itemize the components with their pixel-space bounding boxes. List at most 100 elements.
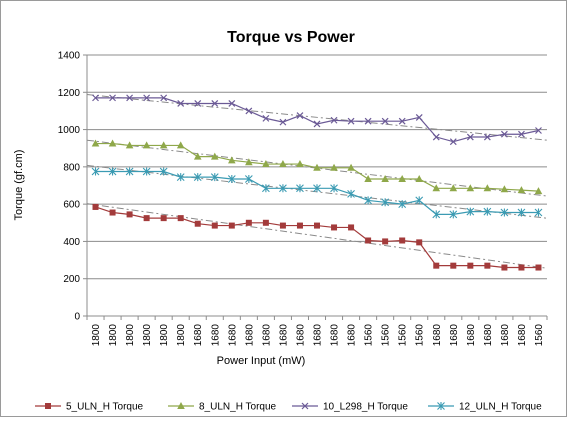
x-tick-label: 1800	[108, 324, 119, 347]
data-point	[177, 402, 185, 409]
data-point	[313, 163, 321, 171]
data-point	[45, 403, 51, 409]
data-point	[211, 100, 219, 107]
data-point	[125, 141, 134, 149]
data-point	[296, 160, 304, 168]
y-tick-label: 1200	[58, 88, 81, 99]
data-point	[193, 152, 202, 160]
data-point	[211, 222, 218, 229]
data-point	[466, 207, 475, 216]
data-point	[279, 222, 286, 229]
data-point	[228, 222, 235, 229]
data-point	[92, 203, 99, 210]
data-point	[364, 196, 372, 205]
data-point	[518, 130, 525, 138]
data-point	[108, 167, 117, 176]
data-point	[432, 133, 440, 141]
data-point	[415, 114, 423, 121]
x-tick-label: 1560	[398, 324, 409, 347]
data-point	[535, 264, 542, 271]
x-tick-label: 1680	[278, 324, 289, 347]
data-point	[125, 167, 134, 176]
data-point	[143, 94, 151, 102]
x-tick-label: 1680	[483, 324, 494, 347]
x-tick-label: 1680	[227, 324, 238, 347]
data-point	[109, 209, 116, 216]
data-point	[244, 174, 253, 183]
data-point	[364, 117, 372, 125]
x-tick-label: 1680	[347, 324, 358, 347]
legend-entry: 10_L298_H Torque	[323, 402, 408, 413]
data-point	[347, 189, 355, 198]
data-point	[194, 100, 202, 107]
x-tick-label: 1680	[261, 324, 272, 347]
data-point	[449, 184, 458, 192]
data-point	[398, 174, 406, 182]
data-point	[500, 185, 509, 193]
data-point	[142, 141, 151, 149]
data-point	[432, 210, 441, 219]
data-point	[296, 112, 304, 120]
data-point	[143, 215, 150, 222]
y-tick-label: 200	[63, 274, 80, 285]
data-point	[142, 167, 151, 176]
x-axis-title: Power Input (mW)	[217, 355, 306, 367]
data-point	[245, 107, 253, 115]
data-point	[500, 208, 509, 217]
data-point	[159, 167, 168, 176]
data-point	[176, 173, 185, 182]
trendline	[86, 94, 548, 141]
data-point	[450, 262, 457, 269]
data-point	[347, 117, 355, 125]
data-point	[91, 139, 100, 147]
x-tick-label: 1680	[244, 324, 255, 347]
series-line	[95, 170, 539, 215]
data-point	[449, 210, 458, 219]
data-point	[416, 239, 423, 246]
data-point	[381, 174, 389, 182]
x-tick-label: 1560	[415, 324, 426, 347]
x-tick-label: 1680	[466, 324, 477, 347]
data-point	[432, 184, 441, 192]
x-tick-label: 1680	[517, 324, 528, 347]
data-point	[108, 139, 117, 147]
data-point	[381, 198, 390, 207]
data-point	[262, 114, 270, 122]
x-tick-label: 1800	[159, 324, 170, 347]
data-point	[194, 220, 201, 227]
data-point	[467, 262, 474, 269]
legend-entry: 8_ULN_H Torque	[199, 402, 277, 413]
data-point	[279, 118, 287, 126]
data-point	[398, 200, 407, 209]
data-point	[518, 264, 525, 271]
data-point	[365, 237, 372, 244]
x-tick-label: 1680	[313, 324, 324, 347]
data-point	[381, 117, 389, 125]
data-point	[228, 156, 236, 164]
x-tick-label: 1680	[432, 324, 443, 347]
data-point	[92, 94, 99, 102]
data-point	[466, 133, 474, 141]
data-point	[415, 174, 424, 182]
data-point	[159, 141, 168, 149]
legend-entry: 12_ULN_H Torque	[459, 402, 542, 413]
data-point	[330, 163, 338, 171]
data-point	[126, 94, 134, 102]
data-point	[517, 208, 526, 217]
data-point	[210, 173, 219, 182]
y-tick-label: 600	[63, 200, 80, 211]
data-point	[313, 184, 321, 193]
data-point	[262, 184, 270, 193]
trendline	[86, 203, 548, 269]
data-point	[382, 238, 389, 245]
data-point	[262, 219, 269, 226]
data-point	[177, 100, 185, 107]
data-point	[91, 167, 100, 176]
data-point	[109, 94, 116, 102]
data-point	[160, 94, 168, 102]
data-point	[279, 160, 287, 168]
data-point	[330, 116, 338, 124]
x-tick-label: 1680	[449, 324, 460, 347]
